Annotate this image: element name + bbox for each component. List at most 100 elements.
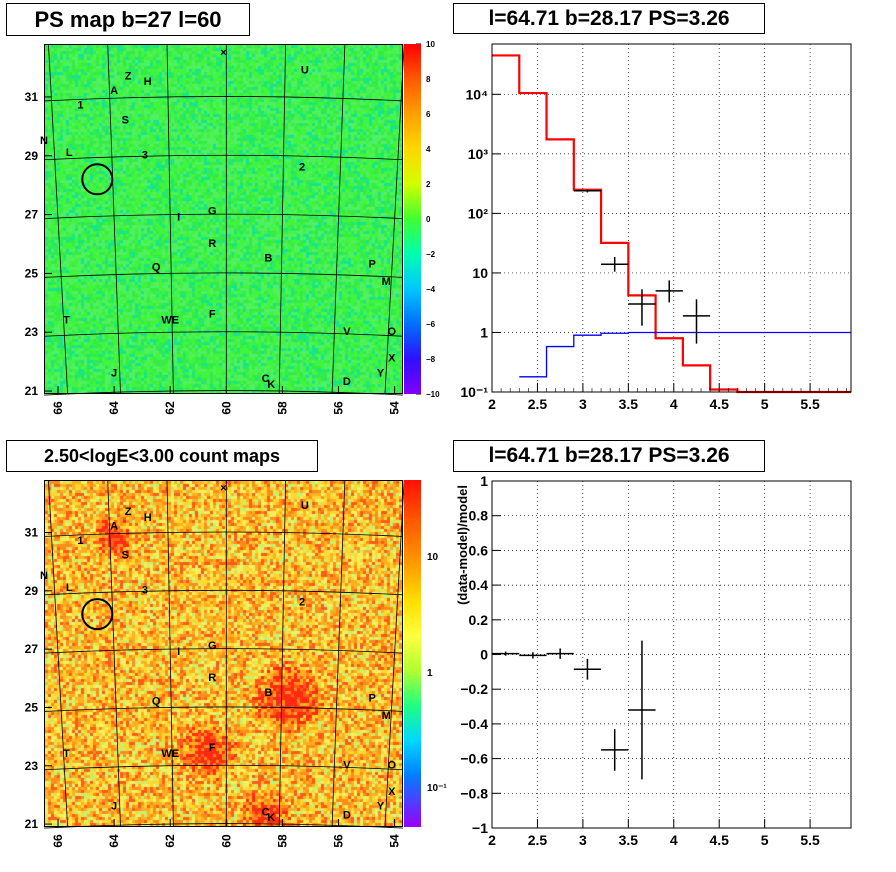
y-tick-label: 0.6 [469,542,489,558]
plot-frame [491,480,852,829]
spectrum-title: l=64.71 b=28.17 PS=3.26 [453,3,765,34]
x-tick-label: 66 [51,834,65,848]
ps-map-title: PS map b=27 l=60 [6,3,250,36]
y-tick-label: 0.4 [469,577,489,593]
colorbar-tick-label: 10 [426,40,435,49]
x-tick-label: 2.5 [528,832,548,848]
y-tick-label: 1 [480,324,488,340]
colorbar-tick-label: 10⁻¹ [427,783,447,794]
count-colorbar [404,480,421,827]
colorbar-tick-label: 6 [426,110,431,119]
x-tick-label: 2 [488,832,496,848]
x-tick-label: 64 [107,834,121,848]
y-tick-label: −0.2 [460,681,488,697]
spectrum-panel: l=64.71 b=28.17 PS=3.26 2 2.5 3 3.5 4 4.5 5 5.5… [448,0,896,436]
colorbar-tick-label: −4 [426,285,436,294]
x-tick-label: 4.5 [709,832,729,848]
colorbar-tick-label: 0 [426,215,431,224]
y-tick-label: 25 [25,266,39,280]
x-tick-label: 4.5 [709,396,729,412]
residual-title: l=64.71 b=28.17 PS=3.26 [453,440,765,472]
x-tick-label: 5 [761,396,769,412]
colorbar-tick-label: −8 [426,355,436,364]
ps-map-frame [44,44,403,394]
x-tick-label: 5 [761,832,769,848]
y-tick-label: 31 [25,525,39,539]
y-tick-label: 10⁴ [466,86,489,102]
y-tick-label: 27 [25,642,39,656]
y-tick-label: 29 [25,149,39,163]
x-tick-label: 60 [219,834,233,848]
ps-significance-map [45,45,402,393]
colorbar-tick-label: 8 [426,75,431,84]
y-tick-label: 10³ [468,146,489,162]
y-tick-label: 0.2 [469,612,489,628]
residual-grid [491,480,851,829]
colorbar-tick-label: −10 [426,390,440,399]
x-tick-label: 2 [488,396,496,412]
residual-point [492,651,520,656]
count-map-panel: 2.50<logE<3.00 count maps 66 64 62 60 58 56 54… [0,436,448,872]
ps-colorbar [404,44,421,394]
y-tick-label: 0 [480,647,488,663]
colorbar-tick-label: 4 [426,145,431,154]
x-tick-label: 62 [163,834,177,848]
y-tick-label: 31 [25,90,39,104]
count-map-frame [44,480,403,827]
data-point [655,280,683,303]
y-tick-label: −0.8 [460,785,488,801]
colorbar-tick-label: −2 [426,250,436,259]
residual-point [628,640,656,780]
x-tick-label: 66 [51,401,65,415]
residual-point [519,652,547,659]
y-tick-label: 23 [25,325,39,339]
y-tick-label: −0.4 [460,716,488,732]
x-tick-label: 54 [388,834,402,848]
x-tick-label: 56 [331,834,345,848]
x-tick-label: 3.5 [619,832,639,848]
y-tick-label: 10² [468,205,489,221]
x-tick-label: 64 [107,401,121,415]
colorbar-tick-label: 2 [426,180,431,189]
x-tick-label: 4 [670,832,678,848]
x-tick-label: 56 [331,401,345,415]
model-total-step [492,54,851,394]
y-axis-label: (data-model)/model [455,485,470,605]
x-tick-label: 54 [388,401,402,415]
x-tick-label: 5.5 [800,832,820,848]
y-tick-label: 23 [25,759,39,773]
residual-chart: 2 2.5 3 3.5 4 4.5 5 5.5 1 0.8 0.6 0.4 0.2 0 −0.2 −0.4 −0… [455,473,852,848]
y-tick-label: 10⁻¹ [460,384,488,400]
y-tick-label: 21 [25,817,39,831]
x-tick-label: 58 [275,834,289,848]
data-point [682,299,711,344]
model-background-step [519,331,851,378]
y-tick-label: 21 [25,384,39,398]
x-tick-label: 4 [670,396,678,412]
x-tick-label: 60 [219,401,233,415]
x-tick-label: 3 [579,396,587,412]
y-tick-label: −1 [472,820,488,836]
colorbar-tick-label: 1 [427,668,433,679]
plot-frame [491,43,852,393]
data-point [628,289,656,326]
x-tick-label: 2.5 [528,396,548,412]
y-tick-label: 27 [25,208,39,222]
data-point [601,257,629,272]
y-tick-label: 25 [25,700,39,714]
y-tick-label: 29 [25,584,39,598]
colorbar-tick-label: −6 [426,320,436,329]
ps-map-panel: PS map b=27 l=60 66 64 62 60 58 56 54 31 29 27 25 2… [0,0,448,436]
residual-point [573,658,602,680]
y-tick-label: 1 [480,473,488,489]
colorbar-tick-label: 10 [427,552,439,563]
residual-panel: l=64.71 b=28.17 PS=3.26 2 2.5 3 3.5 4 4.5 5 5.5… [448,436,896,872]
count-map-image [45,481,402,826]
residual-point [601,729,629,771]
y-tick-label: −0.6 [460,751,488,767]
count-map-title: 2.50<logE<3.00 count maps [6,440,318,472]
y-tick-label: 10 [472,265,488,281]
x-tick-label: 58 [275,401,289,415]
y-tick-label: 0.8 [469,508,489,524]
x-tick-label: 3 [579,832,587,848]
